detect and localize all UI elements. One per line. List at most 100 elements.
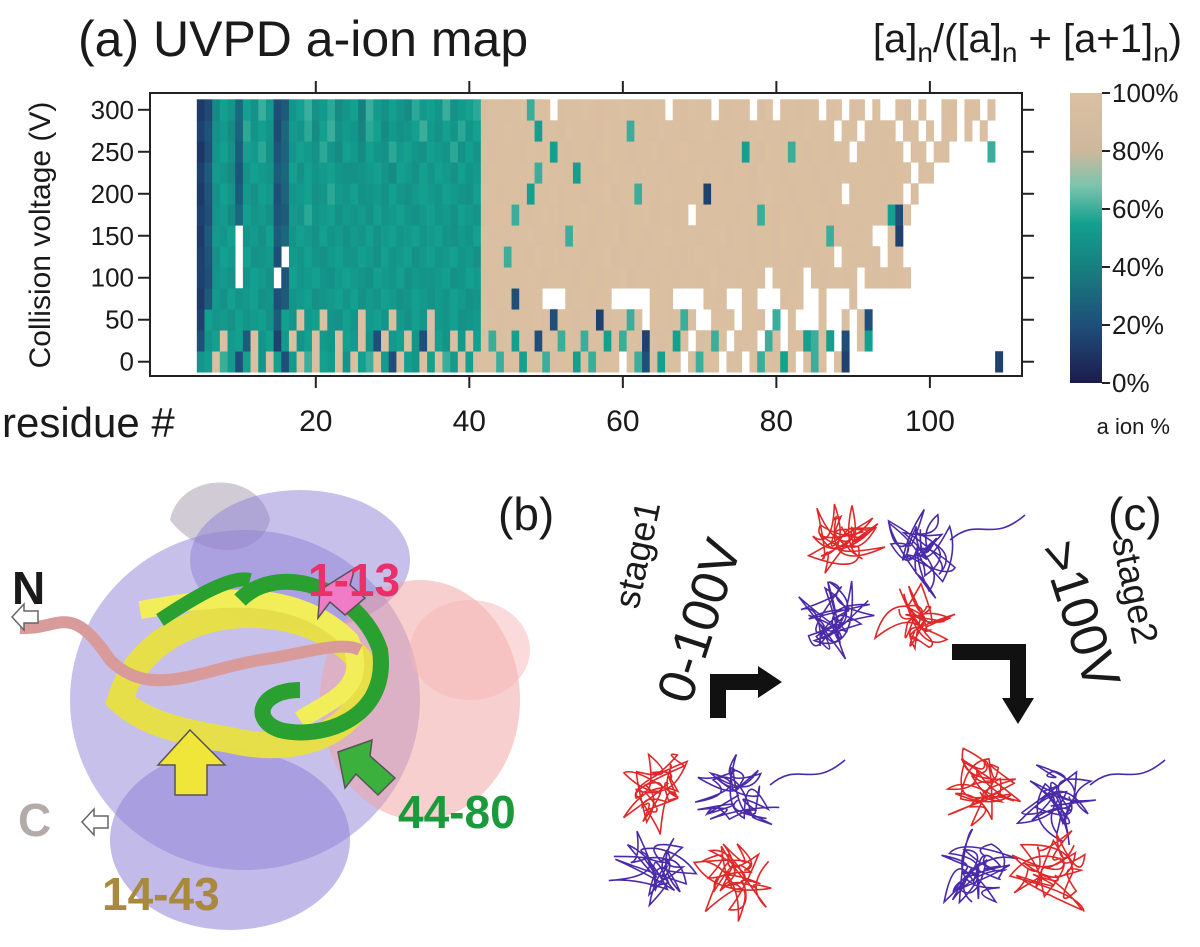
heatmap-cell: [373, 288, 382, 310]
heatmap-cell: [480, 162, 489, 184]
heatmap-cell: [795, 225, 804, 247]
heatmap-cell: [235, 162, 244, 184]
heatmap-cell: [219, 204, 228, 226]
heatmap-cell: [404, 162, 413, 184]
heatmap-cell: [642, 204, 651, 226]
heatmap-cell: [465, 267, 474, 289]
heatmap-cell: [488, 330, 497, 352]
heatmap-cell: [787, 309, 796, 331]
heatmap-cell: [565, 330, 574, 352]
heatmap-cell: [841, 267, 850, 289]
heatmap-cell: [242, 288, 251, 310]
heatmap-cell: [588, 246, 597, 268]
heatmap-cell: [595, 246, 604, 268]
heatmap-cell: [250, 183, 259, 205]
heatmap-cell: [856, 141, 865, 163]
heatmap-cell: [304, 99, 313, 121]
heatmap-cell: [358, 99, 366, 121]
heatmap-cell: [864, 204, 873, 226]
heatmap-cell: [688, 120, 697, 142]
heatmap-cell: [711, 204, 720, 226]
heatmap-cell: [465, 246, 474, 268]
heatmap-cell: [642, 330, 651, 352]
heatmap-cell: [327, 99, 336, 121]
heatmap-cell: [757, 204, 766, 226]
heatmap-cell: [258, 162, 267, 184]
heatmap-cell: [411, 162, 420, 184]
heatmap-cell: [419, 120, 428, 142]
heatmap-cell: [388, 225, 397, 247]
heatmap-cell: [741, 204, 750, 226]
heatmap-cell: [281, 204, 290, 226]
heatmap-cell: [311, 162, 320, 184]
heatmap-cell: [358, 351, 366, 373]
heatmap-cell: [365, 330, 374, 352]
heatmap-cell: [903, 99, 911, 121]
heatmap-cell: [304, 204, 313, 226]
heatmap-cell: [595, 351, 604, 373]
heatmap-cell: [841, 162, 850, 184]
heatmap-cell: [511, 351, 520, 373]
heatmap-cell: [296, 246, 305, 268]
heatmap-cell: [450, 141, 459, 163]
heatmap-cell: [196, 330, 205, 352]
heatmap-cell: [787, 183, 796, 205]
heatmap-cell: [611, 267, 620, 289]
heatmap-cell: [787, 246, 796, 268]
y-axis-label: Collision voltage (V): [24, 102, 57, 369]
heatmap-cell: [688, 246, 697, 268]
heatmap-cell: [826, 204, 835, 226]
heatmap-cell: [242, 225, 251, 247]
heatmap-cell: [288, 99, 297, 121]
heatmap-cell: [849, 99, 858, 121]
heatmap-cell: [519, 351, 528, 373]
heatmap-cell: [626, 183, 635, 205]
heatmap-cell: [772, 267, 781, 289]
heatmap-cell: [557, 99, 566, 121]
heatmap-cell: [511, 225, 520, 247]
heatmap-cell: [557, 351, 566, 373]
heatmap-cell: [488, 267, 497, 289]
heatmap-cell: [496, 246, 505, 268]
heatmap-cell: [611, 204, 620, 226]
heatmap-cell: [319, 141, 328, 163]
heatmap-cell: [327, 246, 336, 268]
heatmap-cell: [496, 204, 505, 226]
heatmap-cell: [757, 309, 766, 331]
heatmap-cell: [457, 246, 466, 268]
heatmap-cell: [450, 162, 459, 184]
heatmap-cell: [434, 330, 443, 352]
heatmap-cell: [304, 309, 313, 331]
heatmap-cell: [864, 309, 873, 331]
heatmap-cell: [526, 351, 535, 373]
heatmap-cell: [427, 162, 436, 184]
heatmap-cell: [342, 246, 351, 268]
heatmap-cell: [242, 330, 251, 352]
heatmap-cell: [488, 225, 497, 247]
heatmap-cell: [227, 246, 236, 268]
heatmap-cell: [396, 204, 405, 226]
heatmap-cell: [411, 225, 420, 247]
region-label: 1-13: [308, 554, 400, 606]
heatmap-cell: [404, 99, 413, 121]
heatmap-cell: [864, 183, 873, 205]
heatmap-cell: [603, 204, 612, 226]
heatmap-cell: [250, 225, 259, 247]
heatmap-cell: [718, 288, 727, 310]
heatmap-cell: [787, 351, 796, 373]
heatmap-cell: [281, 225, 290, 247]
heatmap-cell: [273, 162, 282, 184]
heatmap-cell: [219, 99, 228, 121]
heatmap-cell: [718, 225, 727, 247]
heatmap-cell: [987, 141, 996, 163]
heatmap-cell: [542, 330, 551, 352]
heatmap-cell: [856, 162, 865, 184]
heatmap-cell: [334, 120, 343, 142]
heatmap-cell: [810, 141, 819, 163]
heatmap-cell: [841, 225, 850, 247]
heatmap-cell: [688, 162, 697, 184]
heatmap-cell: [350, 330, 359, 352]
heatmap-cell: [319, 183, 328, 205]
heatmap-cell: [772, 204, 781, 226]
heatmap-cell: [250, 330, 259, 352]
